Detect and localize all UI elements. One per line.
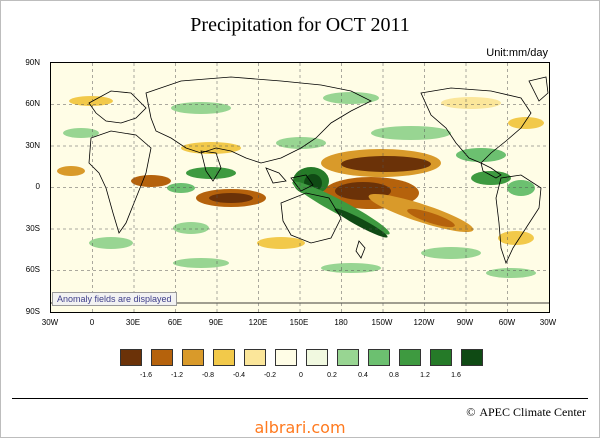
legend-swatch: [275, 349, 297, 366]
lon-label: 30W: [539, 318, 557, 327]
legend-swatch: [368, 349, 390, 366]
legend-label: 0.8: [389, 372, 399, 379]
lon-label: 90E: [208, 318, 224, 327]
lat-label: 30N: [25, 141, 40, 150]
legend-label: -0.4: [232, 372, 246, 379]
lon-label: 60W: [498, 318, 516, 327]
lon-label: 150W: [371, 318, 393, 327]
copyright-icon: ©: [466, 405, 476, 419]
legend-swatch: [213, 349, 235, 366]
footer-divider: [12, 398, 588, 399]
lon-label: 90W: [456, 318, 474, 327]
legend-label: 0.4: [358, 372, 368, 379]
legend-label: -0.8: [201, 372, 215, 379]
legend-label: -0.2: [263, 372, 277, 379]
legend-swatch: [430, 349, 452, 366]
graticule: [51, 63, 549, 312]
unit-label: Unit:mm/day: [486, 47, 548, 59]
lon-label: 120E: [248, 318, 268, 327]
precipitation-map: [50, 62, 550, 313]
legend-label: -1.6: [139, 372, 153, 379]
legend-label: 0: [299, 372, 303, 379]
legend-swatch: [182, 349, 204, 366]
legend-swatch: [399, 349, 421, 366]
legend-label: 1.6: [451, 372, 461, 379]
watermark-text: albrari.com: [254, 418, 346, 437]
lon-label: 0: [89, 318, 95, 327]
legend-swatch: [337, 349, 359, 366]
lon-label: 150E: [289, 318, 309, 327]
legend-swatch: [120, 349, 142, 366]
page-title: Precipitation for OCT 2011: [190, 14, 410, 36]
credit-text: APEC Climate Center: [479, 405, 586, 419]
legend-label: -1.2: [170, 372, 184, 379]
legend-swatch: [151, 349, 173, 366]
lat-label: 0: [35, 182, 40, 191]
lat-label: 90S: [25, 307, 40, 316]
lon-label: 120W: [413, 318, 435, 327]
legend-swatch: [306, 349, 328, 366]
map-canvas: [51, 63, 549, 312]
anomaly-note: Anomaly fields are displayed: [52, 292, 177, 306]
lon-label: 60E: [167, 318, 183, 327]
legend-label: 0.2: [327, 372, 337, 379]
legend-swatch: [461, 349, 483, 366]
lat-label: 30S: [25, 224, 40, 233]
lon-label: 180: [334, 318, 348, 327]
legend-swatch: [244, 349, 266, 366]
credit-line: © APEC Climate Center: [466, 405, 586, 420]
lat-label: 60S: [25, 265, 40, 274]
lon-label: 30E: [125, 318, 141, 327]
lat-label: 60N: [25, 99, 40, 108]
lon-label: 30W: [41, 318, 59, 327]
legend-label: 1.2: [420, 372, 430, 379]
anomaly-field: [57, 92, 544, 278]
lat-label: 90N: [25, 58, 40, 67]
